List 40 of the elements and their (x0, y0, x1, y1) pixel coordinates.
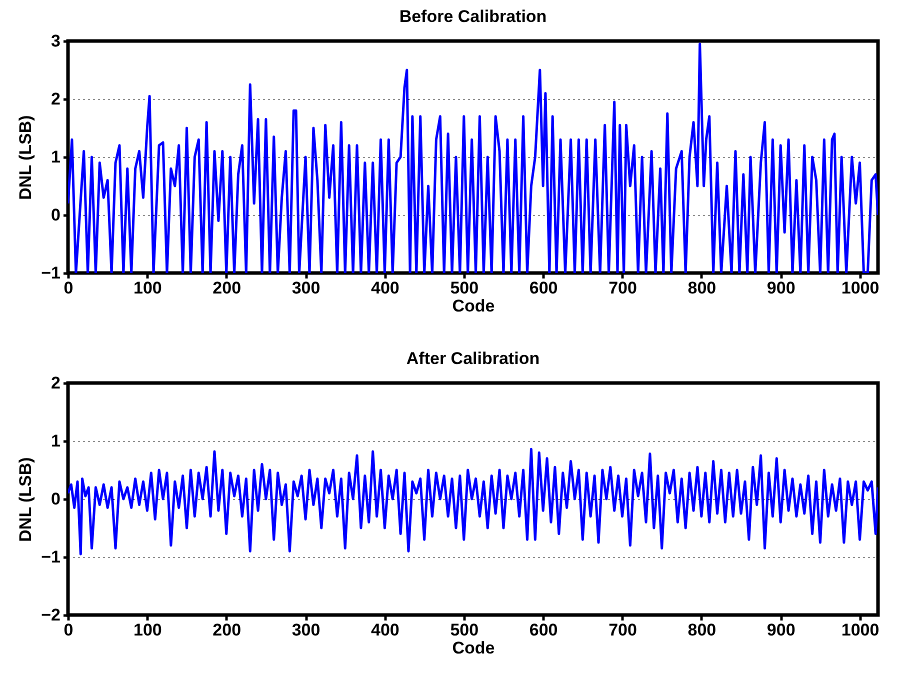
x-tick-label: 0 (64, 278, 74, 298)
y-tick-label: 1 (51, 148, 60, 166)
x-tick-label: 700 (608, 278, 637, 298)
x-tick-label: 900 (766, 278, 796, 298)
chart-title: Before Calibration (399, 7, 547, 26)
x-tick-label: 300 (292, 620, 320, 640)
y-axis-title: DNL (LSB) (16, 115, 36, 200)
x-tick-label: 800 (688, 620, 716, 640)
x-tick-label: 500 (450, 278, 479, 298)
x-tick-label: 200 (212, 620, 242, 640)
y-tick-label: 0 (51, 206, 60, 224)
x-tick-label: 1000 (841, 278, 880, 298)
x-tick-label: 100 (133, 278, 162, 298)
x-tick-label: 400 (371, 278, 400, 298)
y-tick-label: −1 (41, 548, 60, 566)
x-tick-label: 600 (529, 278, 558, 298)
x-axis-title: Code (452, 296, 495, 316)
y-tick-label: 0 (51, 490, 60, 508)
y-tick-label: 1 (51, 432, 60, 450)
x-tick-label: 500 (450, 620, 479, 640)
x-tick-label: 1000 (841, 620, 880, 640)
x-axis-title: Code (452, 638, 495, 658)
y-tick-label: 2 (51, 90, 60, 108)
x-tick-label: 300 (292, 278, 320, 298)
y-tick-label: −1 (41, 264, 60, 282)
y-tick-label: −2 (41, 606, 60, 624)
x-tick-label: 400 (371, 620, 400, 640)
y-axis-title: DNL (LSB) (16, 457, 36, 542)
chart-title: After Calibration (406, 349, 540, 368)
line-series (68, 448, 878, 556)
x-tick-label: 200 (212, 278, 242, 298)
x-tick-label: 100 (133, 620, 162, 640)
x-tick-label: 700 (608, 620, 637, 640)
x-tick-label: 0 (64, 620, 74, 640)
x-tick-label: 600 (529, 620, 558, 640)
y-tick-label: 2 (51, 374, 60, 392)
y-tick-label: 3 (51, 32, 60, 50)
x-tick-label: 900 (766, 620, 796, 640)
line-series (68, 42, 878, 273)
x-tick-label: 800 (688, 278, 716, 298)
